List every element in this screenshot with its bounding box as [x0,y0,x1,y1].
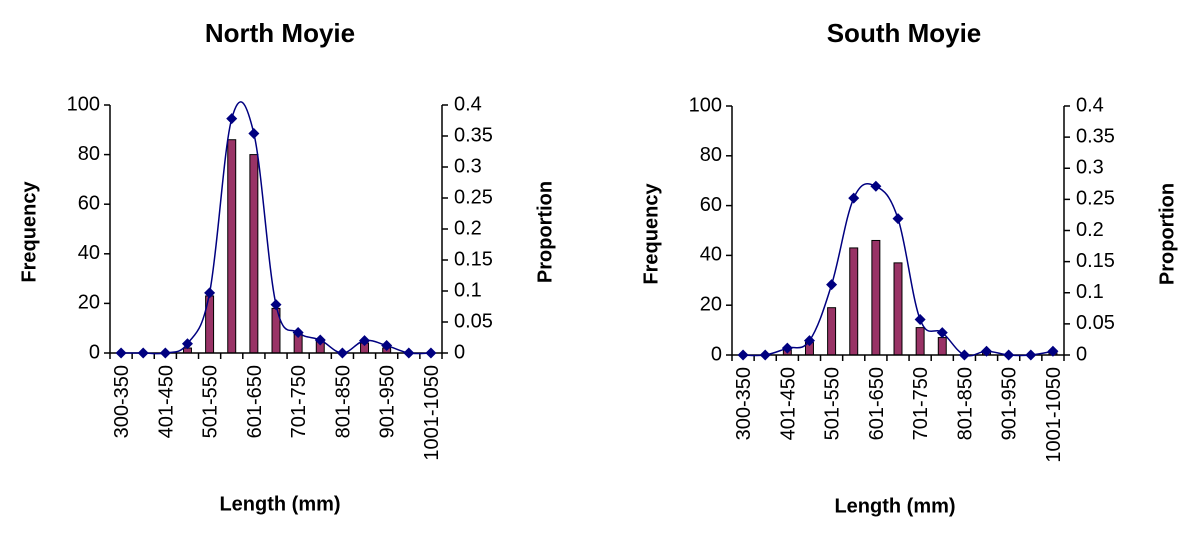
y-tick-label: 20 [78,292,100,314]
x-tick-label: 501-550 [200,365,222,438]
y-axis-title: Frequency [640,183,662,285]
x-axis-title: Length (mm) [219,493,340,515]
x-tick-label: 801-850 [954,367,976,440]
proportion-point-1001-1050 [1047,345,1059,357]
y2-tick-label: 0.3 [1076,157,1104,179]
y2-tick-label: 0 [454,341,465,363]
y-tick-label: 0 [711,343,722,365]
proportion-point-501-550 [204,287,216,299]
x-tick-label: 1001-1050 [421,365,443,461]
chart-south-moyie: South Moyie 0 20 40 60 80 100 0 0.05 0.1 0.15 0.2 0.… [640,18,1178,517]
y2-tick-label: 0 [1076,343,1087,365]
frequency-bar-601-650 [871,239,881,356]
x-tick-label: 901-950 [999,367,1021,440]
y-tick-label: 100 [689,94,722,116]
y-tick-label: 20 [700,293,722,315]
x-tick-label: 801-850 [332,365,354,438]
frequency-bar-501-550 [827,307,837,356]
frequency-bar-751-800 [937,337,947,356]
y-tick-label: 60 [78,192,100,214]
chart-north-moyie: North Moyie 0 20 40 60 80 100 0 0.05 0.1 0.15 0.2 0.… [18,18,556,515]
proportion-point-651-700 [892,213,904,225]
proportion-point-701-750 [914,314,926,326]
y2-tick-label: 0.05 [454,310,493,332]
proportion-point-901-950 [1003,349,1015,361]
proportion-point-1001-1050 [425,347,437,359]
proportion-point-401-450 [781,342,793,354]
y2-tick-label: 0.4 [1076,94,1104,116]
x-tick-label: 701-750 [288,365,310,438]
y2-tick-label: 0.05 [1076,312,1115,334]
proportion-point-451-500 [803,335,815,347]
proportion-point-751-800 [314,334,326,346]
chart-title: North Moyie [205,18,355,48]
frequency-bar-651-700 [893,262,903,356]
y2-tick-label: 0.15 [1076,250,1115,272]
frequency-bar-551-600 [849,247,859,356]
frequency-bar-601-650 [249,154,259,354]
frequency-bar-701-750 [915,327,925,356]
y-tick-label: 80 [78,143,100,165]
y2-tick-label: 0.3 [454,155,482,177]
proportion-point-601-650 [870,180,882,192]
y2-tick-label: 0.4 [454,93,482,115]
proportion-point-300-350 [737,349,749,361]
proportion-point-901-950 [381,340,393,352]
x-tick-label: 501-550 [822,367,844,440]
x-tick-label: 300-350 [111,365,133,438]
y2-tick-label: 0.15 [454,248,493,270]
y-tick-label: 40 [700,244,722,266]
x-tick-label: 601-650 [866,367,888,440]
x-tick-label: 1001-1050 [1043,367,1065,463]
y-tick-label: 40 [78,242,100,264]
chart-title: South Moyie [827,18,982,48]
proportion-point-851-900 [981,345,993,357]
y2-tick-label: 0.25 [1076,188,1115,210]
proportion-point-951-1000 [403,347,415,359]
proportion-point-551-600 [226,113,238,125]
proportion-point-751-800 [936,327,948,339]
frequency-bar-551-600 [227,139,237,354]
proportion-point-351-400 [137,347,149,359]
y-tick-label: 60 [700,194,722,216]
proportion-point-601-650 [248,128,260,140]
y2-tick-label: 0.2 [454,217,482,239]
x-tick-label: 601-650 [244,365,266,438]
x-tick-label: 401-450 [155,365,177,438]
y-tick-label: 100 [67,93,100,115]
y-axis-title: Frequency [18,181,40,283]
proportion-point-451-500 [181,338,193,350]
proportion-point-401-450 [159,347,171,359]
x-tick-label: 701-750 [910,367,932,440]
proportion-point-501-550 [826,279,838,291]
x-tick-label: 901-950 [377,365,399,438]
proportion-point-801-850 [336,347,348,359]
y-tick-label: 0 [89,341,100,363]
x-tick-label: 401-450 [777,367,799,440]
y2-tick-label: 0.35 [454,124,493,146]
proportion-point-651-700 [270,299,282,311]
y2-axis-title: Proportion [534,181,556,283]
proportion-point-801-850 [958,349,970,361]
proportion-point-551-600 [848,192,860,204]
proportion-point-851-900 [359,335,371,347]
proportion-point-300-350 [115,347,127,359]
proportion-line [121,101,431,355]
x-tick-label: 300-350 [733,367,755,440]
y2-tick-label: 0.1 [1076,281,1104,303]
y-tick-label: 80 [700,144,722,166]
y2-tick-label: 0.2 [1076,219,1104,241]
y2-tick-label: 0.35 [1076,125,1115,147]
proportion-point-701-750 [292,327,304,339]
proportion-point-951-1000 [1025,349,1037,361]
y2-axis-title: Proportion [1156,183,1178,285]
y2-tick-label: 0.1 [454,279,482,301]
proportion-point-351-400 [759,349,771,361]
y2-tick-label: 0.25 [454,186,493,208]
x-axis-title: Length (mm) [834,495,955,517]
